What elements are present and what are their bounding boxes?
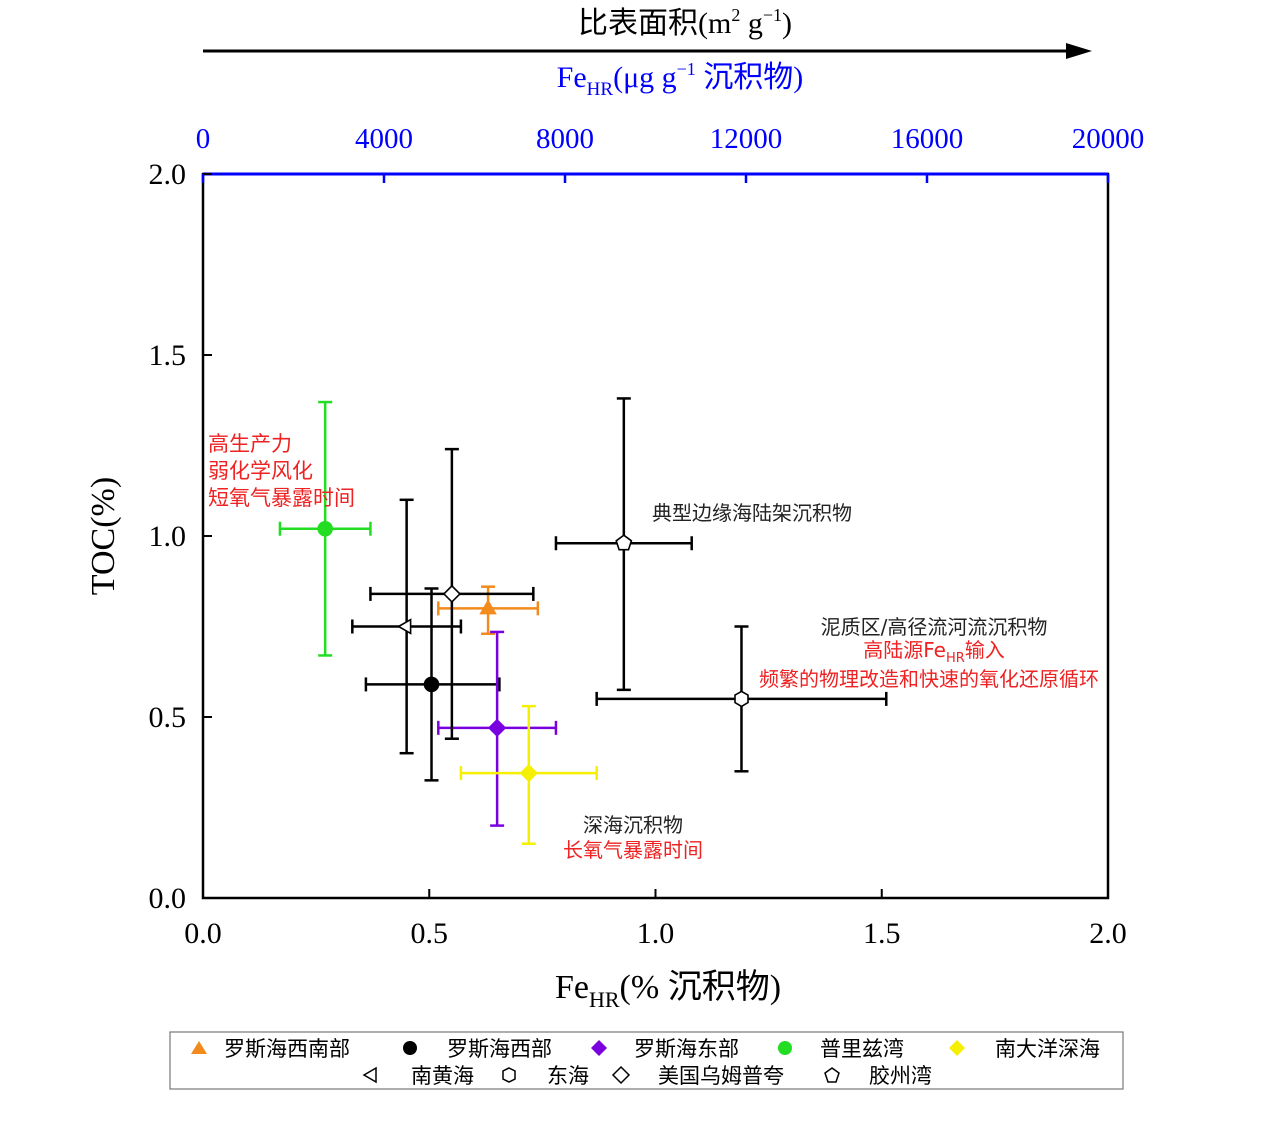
axes-ticks: 0.0 0.5 1.0 1.5 2.0 0.0 0.5 1.0 1.5 2.0 [149, 158, 1127, 950]
y-tick-label: 0.0 [149, 882, 187, 915]
marker-triangle-left [396, 618, 412, 635]
top-tick-label: 0 [196, 123, 211, 155]
annotation-prydz-line3: 短氧气暴露时间 [208, 486, 355, 510]
y-tick-label: 1.0 [149, 520, 187, 553]
annotation-prydz: 高生产力 弱化学风化 短氧气暴露时间 [208, 432, 355, 510]
annotation-mud-line2: 高陆源FeHR输入 [863, 638, 1005, 666]
legend-label: 普里兹湾 [820, 1037, 904, 1061]
legend-label: 南黄海 [411, 1064, 474, 1088]
y-tick-label: 2.0 [149, 158, 187, 191]
legend-box [169, 1031, 1124, 1090]
legend-label: 罗斯海西部 [447, 1037, 552, 1061]
top-tick-label: 12000 [710, 123, 783, 155]
legend-marker-diamond-purple [591, 1040, 607, 1056]
annotation-deep-title: 深海沉积物 [583, 813, 683, 837]
marker-circle [423, 676, 440, 693]
marker-diamond [487, 718, 507, 738]
annotation-deep-line2: 长氧气暴露时间 [563, 838, 703, 862]
legend: 罗斯海西南部 罗斯海西部 罗斯海东部 普里兹湾 南大洋深海 南黄海 东海 美国乌… [191, 1037, 1100, 1088]
legend-label: 美国乌姆普夸 [658, 1064, 784, 1088]
top-tick-label: 8000 [536, 123, 594, 155]
annotation-mud-line3: 频繁的物理改造和快速的氧化还原循环 [759, 667, 1099, 691]
error-bars [278, 397, 888, 845]
legend-label: 胶州湾 [869, 1064, 932, 1088]
annotation-prydz-line1: 高生产力 [208, 432, 292, 456]
top-tick-label: 4000 [355, 123, 413, 155]
x-tick-label: 0.5 [411, 917, 449, 950]
annotation-prydz-line2: 弱化学风化 [208, 459, 313, 483]
legend-label: 罗斯海东部 [634, 1037, 739, 1061]
annotation-shelf: 典型边缘海陆架沉积物 [652, 501, 852, 525]
marker-hexagon [734, 690, 749, 708]
legend-marker-diamond-yellow [949, 1040, 965, 1056]
top-axis-label: FeHR(μg g−1 沉积物) [557, 59, 804, 100]
top-axis-ticks: 0 4000 8000 12000 16000 20000 [196, 123, 1145, 183]
y-tick-label: 1.5 [149, 339, 187, 372]
marker-circle [317, 520, 333, 537]
x-tick-label: 1.5 [863, 917, 901, 950]
top-arrow-label: 比表面积(m2 g−1) [578, 5, 792, 40]
legend-marker-hexagon [502, 1067, 516, 1083]
top-tick-label: 20000 [1072, 123, 1145, 155]
legend-marker-triangle-orange [191, 1041, 207, 1054]
annotation-mud-title: 泥质区/高径流河流沉积物 [821, 615, 1048, 639]
legend-label: 东海 [547, 1064, 589, 1088]
legend-marker-circle-green [778, 1041, 792, 1055]
legend-label: 罗斯海西南部 [224, 1037, 350, 1061]
legend-marker-triangle-left [362, 1066, 377, 1084]
y-tick-label: 0.5 [149, 701, 187, 734]
x-axis-title: FeHR(% 沉积物) [555, 968, 781, 1012]
top-tick-label: 16000 [891, 123, 964, 155]
marker-pentagon [615, 534, 633, 551]
marker-diamond [519, 763, 538, 783]
y-axis-title: TOC(%) [85, 477, 122, 595]
legend-marker-diamond-open [611, 1065, 631, 1085]
x-tick-label: 0.0 [184, 917, 222, 950]
x-tick-label: 2.0 [1089, 917, 1127, 950]
marker-diamond [442, 584, 462, 604]
legend-label: 南大洋深海 [995, 1037, 1100, 1061]
legend-marker-pentagon [824, 1067, 840, 1083]
plot-frame [201, 172, 1110, 900]
marker-triangle [479, 599, 497, 615]
x-tick-label: 1.0 [637, 917, 675, 950]
data-markers [317, 520, 749, 783]
top-arrow-head [1066, 43, 1092, 59]
legend-marker-circle-black [403, 1041, 417, 1055]
